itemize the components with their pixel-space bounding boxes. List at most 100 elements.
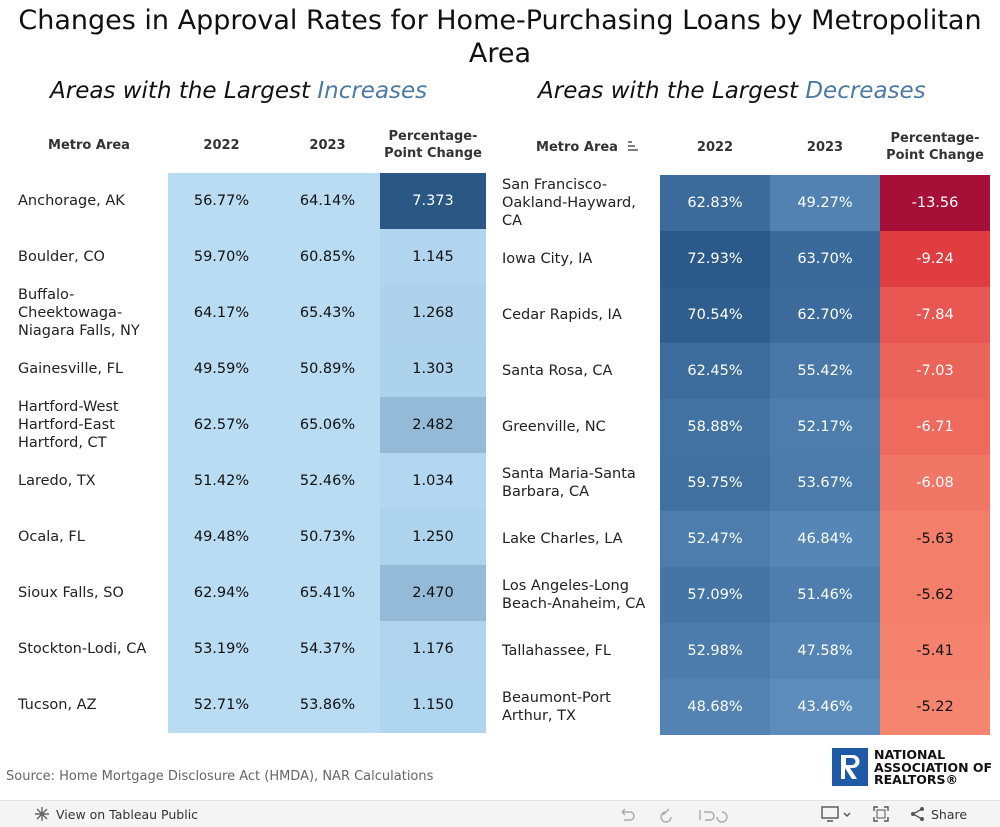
title: Changes in Approval Rates for Home-Purch… <box>18 5 982 69</box>
logo-line: NATIONAL <box>874 747 946 762</box>
heading-increases: Areas with the Largest Increases <box>50 78 427 104</box>
metro-name: Lake Charles, LA <box>502 531 623 547</box>
table-cell: -6.08 <box>880 455 990 511</box>
view-label: View on Tableau Public <box>56 806 199 822</box>
table-cell: 63.70% <box>770 231 880 287</box>
table-cell: 53.19% <box>168 621 275 677</box>
table-cell: -7.03 <box>880 343 990 399</box>
heading-decreases: Areas with the Largest Decreases <box>538 78 926 104</box>
table-cell: -9.24 <box>880 231 990 287</box>
tableau-icon <box>35 807 49 821</box>
table-cell: 54.37% <box>275 621 380 677</box>
table-cell: 1.250 <box>380 509 486 565</box>
column-header: 2022 <box>203 137 240 153</box>
metro-name: Beaumont-Port Arthur, TX <box>502 690 611 724</box>
metro-name: Santa Rosa, CA <box>502 363 613 379</box>
table-cell: 65.43% <box>275 285 380 341</box>
heading-emphasis: Increases <box>317 78 428 104</box>
metro-name: Ocala, FL <box>18 529 85 545</box>
column-header: Percentage-Point Change <box>384 129 482 161</box>
table-cell: 52.98% <box>660 623 770 679</box>
metro-name: Laredo, TX <box>18 473 96 489</box>
logo-text: NATIONAL ASSOCIATION OF REALTORS® <box>874 747 993 787</box>
table-cell: 56.77% <box>168 173 275 229</box>
table-cell: 50.73% <box>275 509 380 565</box>
table-cell: 50.89% <box>275 341 380 397</box>
table-cell: 47.58% <box>770 623 880 679</box>
table-cell: 55.42% <box>770 343 880 399</box>
metro-name: Iowa City, IA <box>502 251 593 267</box>
metro-name: Anchorage, AK <box>18 193 125 209</box>
table-cell: 2.470 <box>380 565 486 621</box>
table-cell: 1.176 <box>380 621 486 677</box>
heading-text: Areas with the Largest <box>50 78 318 104</box>
table-cell: -13.56 <box>880 175 990 231</box>
table-cell: 51.42% <box>168 453 275 509</box>
table-cell: 1.303 <box>380 341 486 397</box>
table-cell: 52.46% <box>275 453 380 509</box>
metro-name: Santa Maria-Santa Barbara, CA <box>502 466 636 500</box>
table-cell: 53.67% <box>770 455 880 511</box>
table-cell: 52.47% <box>660 511 770 567</box>
heading-emphasis: Decreases <box>805 78 926 104</box>
table-cell: 58.88% <box>660 399 770 455</box>
table-cell: 51.46% <box>770 567 880 623</box>
table-cell: 2.482 <box>380 397 486 453</box>
logo-line: ASSOCIATION OF <box>874 759 993 775</box>
metro-name: San Francisco-Oakland-Hayward, CA <box>502 177 636 229</box>
table-cell: 64.17% <box>168 285 275 341</box>
column-header: 2023 <box>309 137 346 153</box>
column-header: Metro Area <box>48 137 130 153</box>
device-button[interactable] <box>820 805 854 823</box>
fullscreen-button[interactable] <box>872 805 890 823</box>
table-cell: 49.59% <box>168 341 275 397</box>
table-cell: 43.46% <box>770 679 880 735</box>
share-icon <box>911 807 924 821</box>
table-cell: 52.17% <box>770 399 880 455</box>
metro-name: Gainesville, FL <box>18 361 124 377</box>
table-cell: 65.41% <box>275 565 380 621</box>
sort-icon[interactable] <box>627 140 639 152</box>
column-header: 2023 <box>806 139 844 155</box>
column-header: Metro Area <box>536 139 618 155</box>
table-cell: -5.22 <box>880 679 990 735</box>
table-cell: 7.373 <box>380 173 486 229</box>
table-cell: 59.75% <box>660 455 770 511</box>
table-cell: 59.70% <box>168 229 275 285</box>
table-cell: 49.48% <box>168 509 275 565</box>
metro-name: Cedar Rapids, IA <box>502 307 622 323</box>
table-cell: 70.54% <box>660 287 770 343</box>
table-cell: 52.71% <box>168 677 275 733</box>
column-header: Percentage-Point Change <box>886 131 984 163</box>
table-cell: 1.034 <box>380 453 486 509</box>
metro-name: Greenville, NC <box>502 419 606 435</box>
table-cell: -5.41 <box>880 623 990 679</box>
history-buttons[interactable] <box>618 806 728 824</box>
table-cell: 65.06% <box>275 397 380 453</box>
metro-name: Hartford-West Hartford-East Hartford, CT <box>18 399 119 451</box>
heading-text: Areas with the Largest <box>538 78 806 104</box>
table-cell: -5.63 <box>880 511 990 567</box>
logo-icon <box>841 755 860 779</box>
view-button[interactable]: View on Tableau Public <box>34 806 198 822</box>
table-cell: 46.84% <box>770 511 880 567</box>
table-cell: -6.71 <box>880 399 990 455</box>
table-cell: 1.268 <box>380 285 486 341</box>
metro-name: Stockton-Lodi, CA <box>18 641 147 657</box>
metro-name: Buffalo-Cheektowaga-Niagara Falls, NY <box>18 287 140 339</box>
table-cell: 48.68% <box>660 679 770 735</box>
table-cell: 62.45% <box>660 343 770 399</box>
table-cell: 60.85% <box>275 229 380 285</box>
metro-name: Tallahassee, FL <box>502 643 611 659</box>
table-cell: 62.57% <box>168 397 275 453</box>
table-cell: 62.70% <box>770 287 880 343</box>
metro-name: Los Angeles-Long Beach-Anaheim, CA <box>502 578 646 612</box>
share-button[interactable]: Share <box>910 806 967 822</box>
table-cell: -5.62 <box>880 567 990 623</box>
table-cell: -7.84 <box>880 287 990 343</box>
metro-name: Boulder, CO <box>18 249 105 265</box>
table-cell: 72.93% <box>660 231 770 287</box>
metro-name: Sioux Falls, SO <box>18 585 124 601</box>
table-cell: 53.86% <box>275 677 380 733</box>
table-cell: 62.83% <box>660 175 770 231</box>
